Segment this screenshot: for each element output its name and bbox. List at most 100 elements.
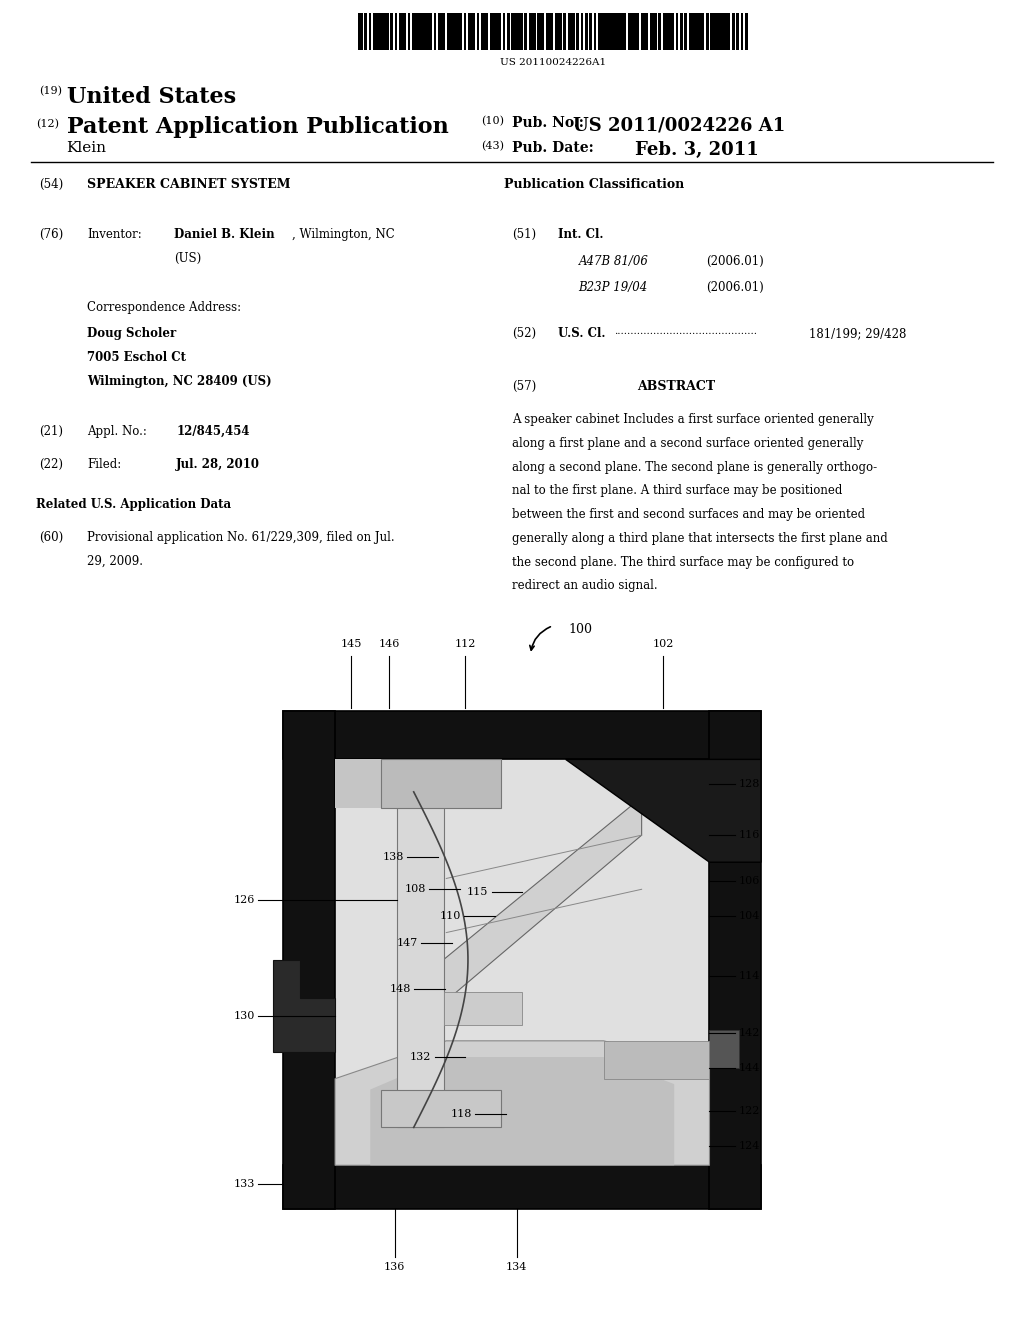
Bar [588, 13, 589, 50]
Text: 112: 112 [455, 639, 476, 649]
Bar [527, 13, 528, 50]
Bar [584, 13, 585, 50]
Bar [674, 13, 676, 50]
Bar [705, 13, 706, 50]
Bar [436, 13, 438, 50]
Bar [367, 13, 369, 50]
Bar [432, 13, 433, 50]
Bar [639, 13, 641, 50]
Bar [362, 13, 365, 50]
Text: United States: United States [67, 86, 236, 108]
Polygon shape [284, 710, 761, 759]
Text: 145: 145 [341, 639, 361, 649]
Text: between the first and second surfaces and may be oriented: between the first and second surfaces an… [512, 508, 865, 521]
Text: 124: 124 [738, 1142, 760, 1151]
Text: Publication Classification: Publication Classification [504, 178, 684, 191]
Bar [397, 13, 399, 50]
Text: 133: 133 [233, 1179, 255, 1189]
Bar [592, 13, 594, 50]
Bar [411, 13, 412, 50]
Bar [462, 13, 464, 50]
Text: along a first plane and a second surface oriented generally: along a first plane and a second surface… [512, 437, 863, 450]
Text: US 2011/0024226 A1: US 2011/0024226 A1 [573, 116, 785, 135]
Bar [358, 13, 748, 50]
Bar [372, 13, 373, 50]
Text: 128: 128 [738, 779, 760, 789]
Polygon shape [335, 759, 710, 1166]
Text: Provisional application No. 61/229,309, filed on Jul.: Provisional application No. 61/229,309, … [87, 531, 394, 544]
Text: 130: 130 [233, 1011, 255, 1022]
Text: Wilmington, NC 28409 (US): Wilmington, NC 28409 (US) [87, 375, 271, 388]
Bar [730, 13, 732, 50]
Bar [501, 13, 503, 50]
Polygon shape [284, 710, 335, 1209]
Text: SPEAKER CABINET SYSTEM: SPEAKER CABINET SYSTEM [87, 178, 291, 191]
Text: along a second plane. The second plane is generally orthogo-: along a second plane. The second plane i… [512, 461, 878, 474]
Text: 181/199; 29/428: 181/199; 29/428 [809, 327, 906, 341]
Polygon shape [335, 1040, 710, 1166]
Text: (2006.01): (2006.01) [707, 255, 764, 268]
Text: Related U.S. Application Data: Related U.S. Application Data [36, 498, 230, 511]
Bar [683, 13, 684, 50]
Text: U.S. Cl.: U.S. Cl. [558, 327, 605, 341]
Text: 142: 142 [738, 1028, 760, 1038]
Text: (76): (76) [39, 228, 63, 242]
Text: the second plane. The third surface may be configured to: the second plane. The third surface may … [512, 556, 854, 569]
Bar [579, 13, 581, 50]
Bar [687, 13, 689, 50]
Text: (52): (52) [512, 327, 537, 341]
Bar [739, 13, 740, 50]
Text: 122: 122 [738, 1106, 760, 1117]
Text: (43): (43) [481, 141, 504, 152]
Text: (51): (51) [512, 228, 537, 242]
Bar [596, 13, 598, 50]
Text: 138: 138 [383, 851, 404, 862]
Text: 132: 132 [410, 1052, 431, 1063]
Bar [444, 13, 446, 50]
Text: 118: 118 [451, 1109, 472, 1119]
Text: Klein: Klein [67, 141, 106, 156]
Polygon shape [710, 1030, 739, 1068]
Text: 136: 136 [384, 1262, 406, 1272]
Text: Filed:: Filed: [87, 458, 121, 471]
Text: (US): (US) [174, 252, 202, 265]
Text: 116: 116 [738, 830, 760, 840]
Bar [574, 13, 577, 50]
Text: (60): (60) [39, 531, 63, 544]
Polygon shape [443, 797, 642, 1003]
Text: Int. Cl.: Int. Cl. [558, 228, 603, 242]
Text: (10): (10) [481, 116, 504, 127]
Bar [510, 13, 511, 50]
Text: Correspondence Address:: Correspondence Address: [87, 301, 242, 314]
Text: , Wilmington, NC: , Wilmington, NC [292, 228, 394, 242]
Text: nal to the first plane. A third surface may be positioned: nal to the first plane. A third surface … [512, 484, 843, 498]
Polygon shape [397, 797, 443, 1127]
Text: Feb. 3, 2011: Feb. 3, 2011 [635, 141, 759, 160]
Polygon shape [710, 710, 761, 1209]
Bar [467, 13, 468, 50]
Text: 146: 146 [379, 639, 400, 649]
Polygon shape [284, 1166, 761, 1209]
Text: 7005 Eschol Ct: 7005 Eschol Ct [87, 351, 186, 364]
Text: Inventor:: Inventor: [87, 228, 141, 242]
Text: 147: 147 [396, 939, 418, 948]
Text: (12): (12) [36, 119, 58, 129]
Text: (19): (19) [39, 86, 61, 96]
Bar [545, 13, 546, 50]
Polygon shape [335, 759, 479, 808]
Bar [506, 13, 507, 50]
Bar [479, 13, 481, 50]
Bar [662, 13, 663, 50]
Text: US 20110024226A1: US 20110024226A1 [500, 58, 606, 67]
Text: Pub. Date:: Pub. Date: [512, 141, 594, 156]
Text: ............................................: ........................................… [614, 327, 758, 337]
Text: 144: 144 [738, 1063, 760, 1073]
Polygon shape [381, 759, 501, 808]
Text: 104: 104 [738, 911, 760, 921]
Polygon shape [565, 759, 710, 862]
Text: generally along a third plane that intersects the first plane and: generally along a third plane that inter… [512, 532, 888, 545]
Bar [393, 13, 394, 50]
Bar [488, 13, 489, 50]
Text: 102: 102 [652, 639, 674, 649]
Polygon shape [565, 759, 761, 862]
